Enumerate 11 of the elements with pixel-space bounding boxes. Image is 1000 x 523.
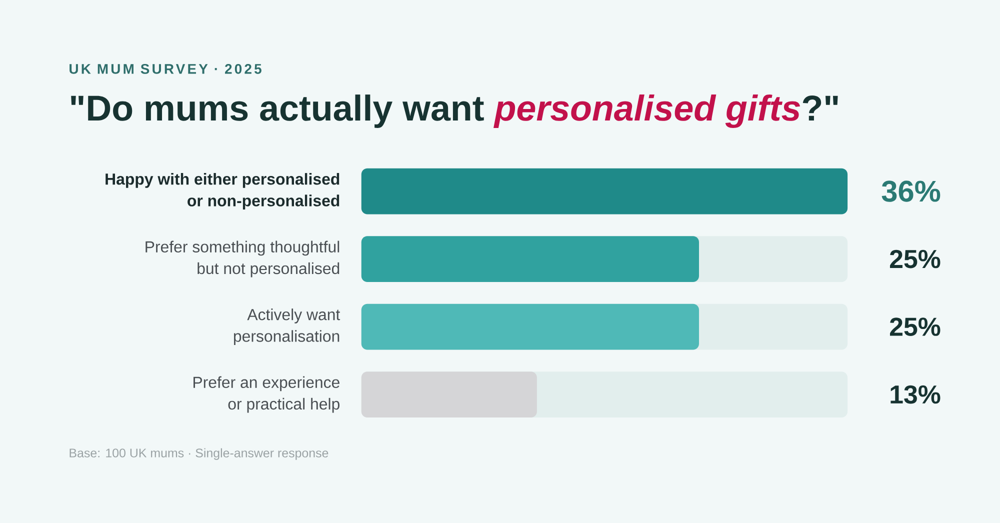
data-label: 25% [890, 250, 940, 268]
y-tick-label: Happy with either personalised or non-personalised [106, 173, 340, 210]
data-label: 36% [882, 180, 940, 202]
data-label: 13% [890, 385, 940, 404]
y-tick-label: Actively want personalisation [234, 308, 340, 346]
y-tick-label: Prefer an experience or practical help [194, 376, 340, 413]
y-tick-label: Prefer something thoughtful but not personalised [146, 240, 340, 278]
chart-title: "Do mums actually want personalised gifts?" [71, 94, 838, 128]
text: UK MUM SURVEY · 2025 [70, 64, 262, 74]
data-label: 25% [890, 318, 940, 336]
text: Base: 100 UK mums · Single-answer response [70, 448, 328, 460]
